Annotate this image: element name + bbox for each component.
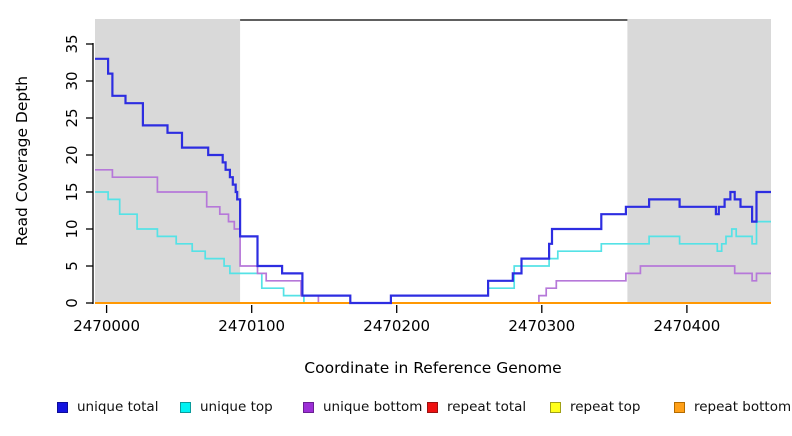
x-tick-label: 2470100	[218, 317, 285, 335]
x-tick-label: 2470400	[653, 317, 720, 335]
legend-swatch-unique-bottom	[303, 401, 314, 413]
shaded-region	[627, 19, 771, 303]
legend-item-repeat-top: repeat top	[550, 399, 640, 415]
legend-item-unique-top: unique top	[180, 399, 273, 415]
x-tick-label: 2470200	[363, 317, 430, 335]
y-tick-label: 5	[63, 261, 81, 271]
series-unique-bottom	[95, 168, 771, 304]
legend-swatch-unique-total	[57, 401, 68, 413]
y-tick-label: 30	[63, 71, 81, 90]
x-axis-title: Coordinate in Reference Genome	[304, 359, 561, 377]
y-tick-label: 0	[63, 298, 81, 308]
legend-label: unique total	[77, 399, 159, 415]
legend-swatch-unique-top	[180, 401, 191, 413]
legend-label: repeat bottom	[694, 399, 792, 415]
x-tick-label: 2470300	[508, 317, 575, 335]
shaded-region	[95, 19, 241, 303]
series-unique-total	[95, 57, 771, 305]
legend-item-unique-total: unique total	[57, 399, 158, 415]
legend-label: unique top	[200, 399, 273, 415]
legend-swatch-repeat-bottom	[674, 401, 685, 413]
legend-label: unique bottom	[323, 399, 423, 415]
legend-item-repeat-bottom: repeat bottom	[674, 399, 791, 415]
legend-label: repeat top	[570, 399, 641, 415]
y-tick-label: 35	[63, 34, 81, 53]
legend-swatch-repeat-total	[427, 401, 438, 413]
legend-item-repeat-total: repeat total	[427, 399, 526, 415]
y-tick-label: 20	[63, 145, 81, 164]
x-tick-label: 2470000	[73, 317, 140, 335]
legend-swatch-repeat-top	[550, 401, 561, 413]
legend-item-unique-bottom: unique bottom	[303, 399, 422, 415]
y-tick-label: 10	[63, 219, 81, 238]
y-axis-title: Read Coverage Depth	[13, 76, 31, 246]
y-tick-label: 15	[63, 182, 81, 201]
y-tick-label: 25	[63, 108, 81, 127]
legend: unique total unique top unique bottom repea…	[0, 399, 792, 425]
legend-label: repeat total	[447, 399, 527, 415]
